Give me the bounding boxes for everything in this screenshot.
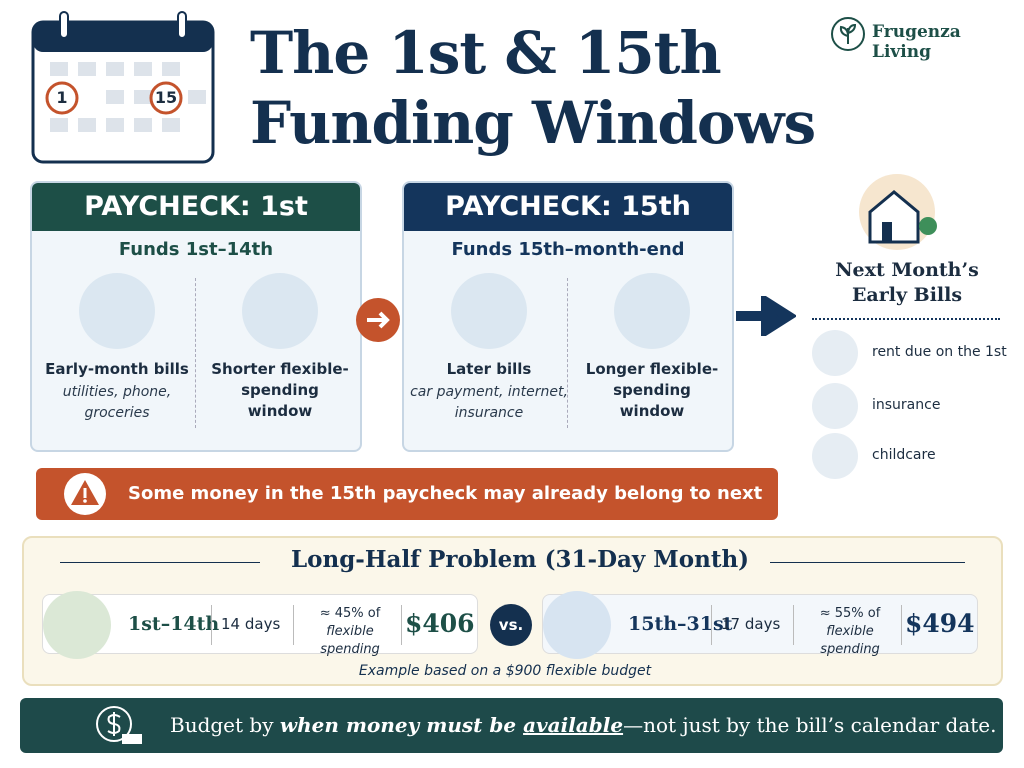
- footer-emphasis-underlined: available: [523, 713, 624, 737]
- item-label: childcare: [872, 447, 936, 463]
- card-header: PAYCHECK: 15th: [404, 183, 732, 231]
- card-item: Later bills car payment, internet, insura…: [409, 273, 569, 424]
- item-label: insurance: [872, 397, 941, 413]
- amount: $406: [405, 609, 475, 638]
- divider: [567, 278, 568, 428]
- house-icon: [859, 174, 937, 250]
- example-note: Example based on a $900 flexible budget: [358, 663, 652, 679]
- divider: [812, 318, 1000, 320]
- card-item: Longer flexible-spending window: [572, 273, 732, 422]
- footer-emphasis-text: when money must be: [279, 713, 524, 737]
- card-subheader: Funds 1st–14th: [118, 239, 274, 260]
- arrow-icon: [356, 298, 400, 342]
- rule: [770, 562, 965, 563]
- money-icon: [96, 706, 142, 744]
- item-icon: [812, 330, 858, 376]
- share-note: flexible spending: [820, 624, 880, 657]
- calendar-day: 15: [154, 88, 178, 107]
- footer-emphasis: when money must be available: [280, 713, 623, 737]
- calendar-icon: [31, 11, 215, 164]
- item-label: Later bills: [446, 360, 532, 378]
- card-item: Early-month bills utilities, phone, groce…: [37, 273, 197, 424]
- days: 17 days: [721, 615, 781, 633]
- separator: [901, 605, 902, 645]
- title: The 1st & 15th Funding Windows: [250, 18, 816, 158]
- warning-icon: [64, 473, 106, 515]
- range: 1st–14th: [128, 613, 220, 635]
- days: 14 days: [221, 615, 281, 633]
- warning-banner: Some money in the 15th paycheck may alre…: [36, 468, 778, 556]
- item-icon: [242, 273, 318, 349]
- share: ≈ 55% of flexible spending: [795, 605, 905, 659]
- share: ≈ 45% of flexible spending: [295, 605, 405, 659]
- amount: $494: [905, 609, 975, 638]
- footer-banner: Budget by when money must be available—n…: [20, 698, 1003, 753]
- item-icon: [79, 273, 155, 349]
- share-value: ≈ 55% of: [819, 606, 881, 621]
- item-label: Longer flexible-spending window: [585, 360, 719, 420]
- title-line: The 1st & 15th: [250, 19, 722, 87]
- divider: [195, 278, 196, 428]
- half-row: 1st–14th 14 days ≈ 45% of flexible spendi…: [42, 591, 478, 659]
- brand: Frugenza Living: [872, 22, 961, 62]
- card-header: PAYCHECK: 1st: [32, 183, 360, 231]
- separator: [293, 605, 294, 645]
- paycheck-card: PAYCHECK: 15th Funds 15th–month-end Late…: [402, 181, 734, 452]
- range: 15th–31st: [628, 613, 733, 635]
- item-icon: [614, 273, 690, 349]
- rule: [60, 562, 260, 563]
- separator: [793, 605, 794, 645]
- item-label: rent due on the 1st: [872, 344, 1007, 360]
- separator: [211, 605, 212, 645]
- share-note: flexible spending: [320, 624, 380, 657]
- next-month-title: Next Month’s Early Bills: [835, 259, 979, 306]
- item-label: Early-month bills: [45, 360, 189, 378]
- brand-logo: [831, 17, 865, 51]
- item-detail: car payment, internet, insurance: [410, 384, 568, 421]
- half-row: 15th–31st 17 days ≈ 55% of flexible spend…: [542, 591, 978, 659]
- footer-text: Budget by: [170, 713, 280, 737]
- item-label: Shorter flexible-spending window: [211, 360, 349, 420]
- row-icon: [43, 591, 111, 659]
- arrow-icon: [736, 296, 796, 336]
- row-icon: [543, 591, 611, 659]
- long-half-title: Long-Half Problem (31-Day Month): [290, 546, 750, 573]
- card-subheader: Funds 15th–month-end: [451, 239, 685, 260]
- vs-badge: vs.: [490, 604, 532, 646]
- calendar-day: 1: [56, 88, 68, 107]
- item-icon: [451, 273, 527, 349]
- separator: [711, 605, 712, 645]
- footer-text: —not just by the bill’s calendar date.: [623, 713, 997, 737]
- share-value: ≈ 45% of: [319, 606, 381, 621]
- item-detail: utilities, phone, groceries: [62, 384, 172, 421]
- title-line: Funding Windows: [250, 89, 816, 157]
- card-item: Shorter flexible-spending window: [200, 273, 360, 422]
- paycheck-card: PAYCHECK: 1st Funds 1st–14th Early-month…: [30, 181, 362, 452]
- item-icon: [812, 383, 858, 429]
- item-icon: [812, 433, 858, 479]
- separator: [401, 605, 402, 645]
